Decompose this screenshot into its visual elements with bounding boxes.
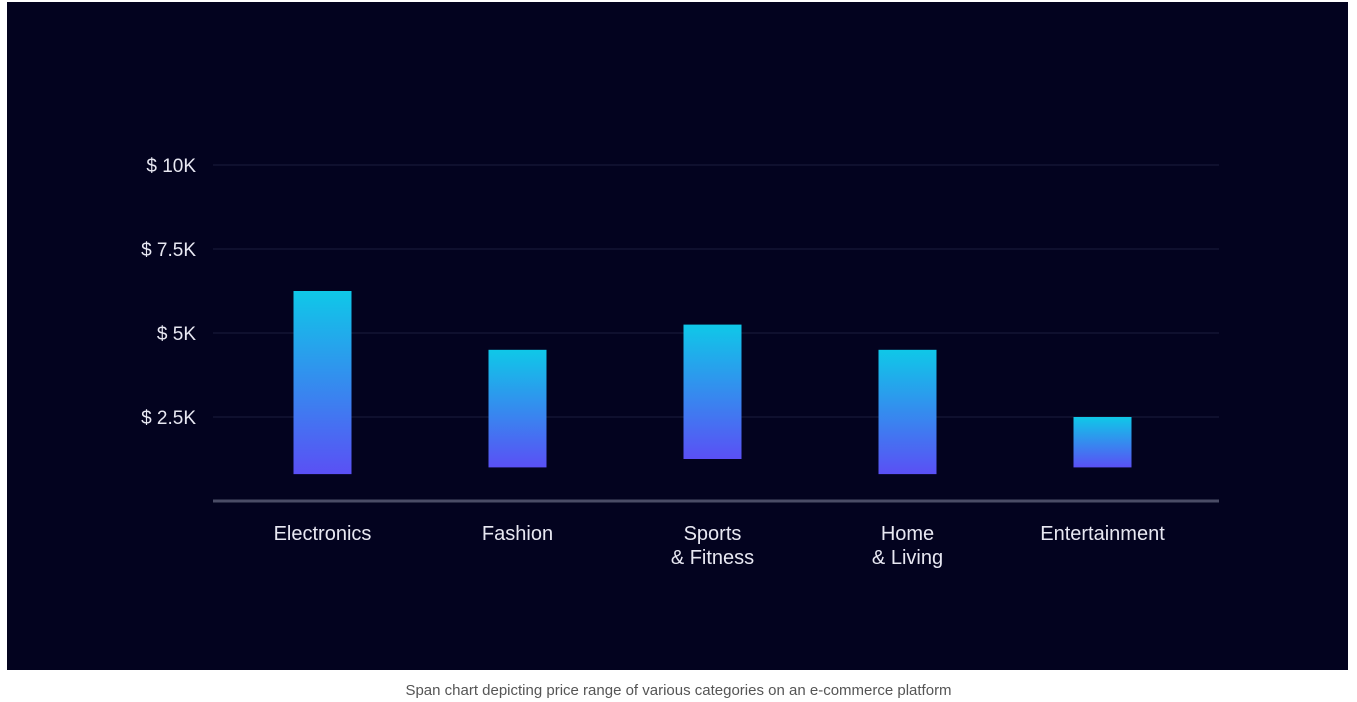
figure-caption: Span chart depicting price range of vari… bbox=[405, 682, 952, 699]
y-tick-label: $ 2.5K bbox=[141, 408, 196, 429]
x-category-label: Electronics bbox=[274, 523, 372, 545]
x-category-label-line: Fashion bbox=[482, 523, 553, 545]
x-category-label: Home & Living bbox=[872, 523, 943, 569]
x-category-label-line: Entertainment bbox=[1040, 523, 1165, 545]
y-axis-ticks: $ 2.5K $ 5K $ 7.5K $ 10K bbox=[141, 156, 196, 429]
bars bbox=[293, 291, 1132, 475]
x-category-label: Fashion bbox=[482, 523, 553, 545]
x-category-label-line: Sports bbox=[684, 523, 742, 545]
y-tick-label: $ 5K bbox=[157, 324, 196, 345]
y-tick-label: $ 10K bbox=[146, 156, 196, 177]
x-category-label: Entertainment bbox=[1040, 523, 1165, 545]
x-category-label-line: Electronics bbox=[274, 523, 372, 545]
x-axis-categories: Electronics Fashion Sports & Fitness Home & L… bbox=[274, 523, 1166, 569]
span-bar bbox=[878, 349, 937, 475]
y-tick-label: $ 7.5K bbox=[141, 240, 196, 261]
span-bar bbox=[293, 291, 352, 475]
x-category-label: Sports & Fitness bbox=[671, 523, 754, 569]
chart-container: $ 2.5K $ 5K $ 7.5K $ 10K Electronics Fashion… bbox=[7, 2, 1348, 670]
x-category-label-line: & Fitness bbox=[671, 547, 754, 569]
span-bar bbox=[488, 349, 547, 468]
span-chart: $ 2.5K $ 5K $ 7.5K $ 10K Electronics Fashion… bbox=[141, 156, 1219, 569]
span-bar bbox=[1073, 417, 1132, 468]
x-category-label-line: Home bbox=[881, 523, 934, 545]
x-category-label-line: & Living bbox=[872, 547, 943, 569]
span-bar bbox=[683, 324, 742, 459]
